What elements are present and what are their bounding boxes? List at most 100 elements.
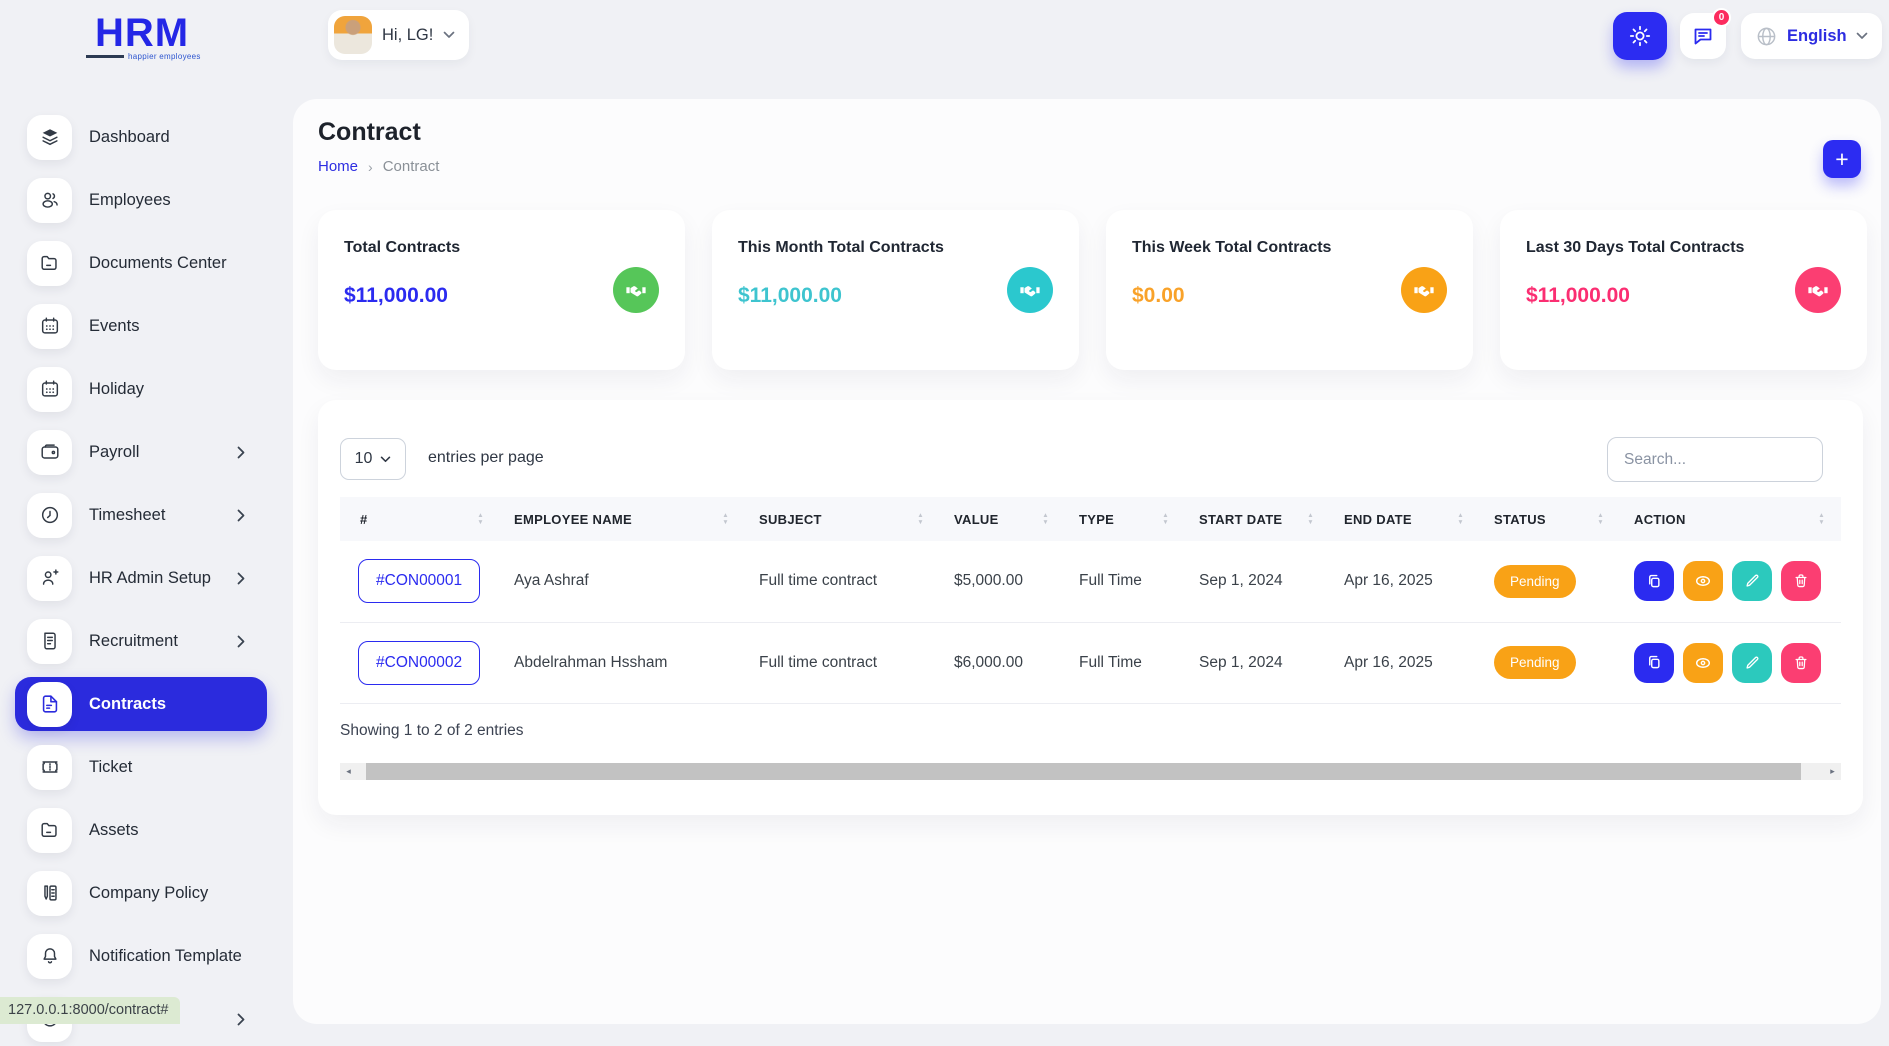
edit-button[interactable] <box>1732 561 1772 601</box>
ticket-icon <box>27 745 72 790</box>
sidebar-item-ticket[interactable]: Ticket <box>15 740 267 794</box>
person-plus-icon <box>27 556 72 601</box>
copy-button[interactable] <box>1634 561 1674 601</box>
sort-icon: ▲▼ <box>1162 513 1169 526</box>
sidebar-item-label: Documents Center <box>89 254 227 273</box>
end-date-cell: Apr 16, 2025 <box>1330 622 1480 703</box>
start-date-cell: Sep 1, 2024 <box>1185 622 1330 703</box>
calendar-icon <box>27 367 72 412</box>
delete-button[interactable] <box>1781 643 1821 683</box>
breadcrumb-current: Contract <box>383 158 440 175</box>
status-badge: Pending <box>1494 646 1576 679</box>
sidebar-item-timesheet[interactable]: Timesheet <box>15 488 267 542</box>
stat-card-total-contracts: Total Contracts $11,000.00 <box>318 210 685 370</box>
language-selector[interactable]: English <box>1741 13 1882 59</box>
table-header-row: #▲▼ EMPLOYEE NAME▲▼ SUBJECT▲▼ VALUE▲▼ TY… <box>340 497 1841 541</box>
breadcrumb-separator: › <box>368 159 373 175</box>
table-row: #CON00001 Aya Ashraf Full time contract … <box>340 541 1841 622</box>
layers-icon <box>27 115 72 160</box>
sidebar-item-contracts[interactable]: Contracts <box>15 677 267 731</box>
sidebar-item-label: Company Policy <box>89 884 208 903</box>
search-input[interactable] <box>1607 437 1823 482</box>
sort-icon: ▲▼ <box>1307 513 1314 526</box>
messages-button[interactable]: 0 <box>1680 13 1726 59</box>
sidebar-item-payroll[interactable]: Payroll <box>15 425 267 479</box>
scrollbar-thumb[interactable] <box>366 763 1801 780</box>
sidebar-item-recruitment[interactable]: Recruitment <box>15 614 267 668</box>
sidebar-item-label: Events <box>89 317 139 336</box>
table-row: #CON00002 Abdelrahman Hssham Full time c… <box>340 622 1841 703</box>
column-header-action[interactable]: ACTION▲▼ <box>1620 497 1841 541</box>
stat-label: This Week Total Contracts <box>1132 237 1362 258</box>
contract-id-button[interactable]: #CON00002 <box>358 641 480 685</box>
scroll-right-arrow-icon[interactable]: ▸ <box>1824 763 1841 780</box>
type-cell: Full Time <box>1065 541 1185 622</box>
settings-button[interactable] <box>1613 12 1667 60</box>
wallet-icon <box>27 430 72 475</box>
chevron-right-icon <box>237 572 267 585</box>
sidebar-item-label: Ticket <box>89 758 132 777</box>
sidebar-item-label: Contracts <box>89 695 166 714</box>
globe-icon <box>1755 25 1778 48</box>
view-button[interactable] <box>1683 561 1723 601</box>
bell-icon <box>27 934 72 979</box>
stat-value: $0.00 <box>1132 284 1447 308</box>
subject-cell: Full time contract <box>745 622 940 703</box>
page-size-value: 10 <box>355 450 373 468</box>
column-header-type[interactable]: TYPE▲▼ <box>1065 497 1185 541</box>
breadcrumb-home-link[interactable]: Home <box>318 158 358 175</box>
column-header-value[interactable]: VALUE▲▼ <box>940 497 1065 541</box>
end-date-cell: Apr 16, 2025 <box>1330 541 1480 622</box>
stat-value: $11,000.00 <box>344 284 659 308</box>
sort-icon: ▲▼ <box>917 513 924 526</box>
sidebar-item-label: Dashboard <box>89 128 170 147</box>
scroll-left-arrow-icon[interactable]: ◂ <box>340 763 357 780</box>
value-cell: $5,000.00 <box>940 541 1065 622</box>
sort-icon: ▲▼ <box>477 513 484 526</box>
sidebar-nav: Dashboard Employees Documents Center Eve… <box>0 110 285 1046</box>
edit-button[interactable] <box>1732 643 1772 683</box>
sidebar-item-label: Holiday <box>89 380 144 399</box>
sidebar-item-assets[interactable]: Assets <box>15 803 267 857</box>
sidebar-item-holiday[interactable]: Holiday <box>15 362 267 416</box>
sidebar-item-dashboard[interactable]: Dashboard <box>15 110 267 164</box>
add-contract-button[interactable]: + <box>1823 140 1861 178</box>
brand-tagline: happier employees <box>128 52 201 61</box>
sidebar-item-hr-admin-setup[interactable]: HR Admin Setup <box>15 551 267 605</box>
view-button[interactable] <box>1683 643 1723 683</box>
handshake-icon <box>1795 267 1841 313</box>
column-header-id[interactable]: #▲▼ <box>340 497 500 541</box>
contract-id-button[interactable]: #CON00001 <box>358 559 480 603</box>
sidebar-item-label: Recruitment <box>89 632 178 651</box>
chevron-down-icon <box>380 456 391 463</box>
sidebar-item-events[interactable]: Events <box>15 299 267 353</box>
sidebar-item-employees[interactable]: Employees <box>15 173 267 227</box>
policy-icon <box>27 871 72 916</box>
column-header-status[interactable]: STATUS▲▼ <box>1480 497 1620 541</box>
sidebar-item-label: Notification Template <box>89 947 242 966</box>
sidebar-item-label: Payroll <box>89 443 139 462</box>
sidebar-item-notification-template[interactable]: Notification Template <box>15 929 267 983</box>
handshake-icon <box>1007 267 1053 313</box>
avatar <box>334 16 372 54</box>
table-summary: Showing 1 to 2 of 2 entries <box>340 722 524 740</box>
sidebar-item-documents-center[interactable]: Documents Center <box>15 236 267 290</box>
copy-button[interactable] <box>1634 643 1674 683</box>
contracts-table: #▲▼ EMPLOYEE NAME▲▼ SUBJECT▲▼ VALUE▲▼ TY… <box>340 497 1841 704</box>
user-menu[interactable]: Hi, LG! <box>328 10 469 60</box>
greeting-text: Hi, LG! <box>382 26 433 45</box>
scroll-icon <box>27 619 72 664</box>
horizontal-scrollbar[interactable]: ◂ ▸ <box>340 763 1841 780</box>
sort-icon: ▲▼ <box>1597 513 1604 526</box>
gear-icon <box>1628 24 1652 48</box>
column-header-end-date[interactable]: END DATE▲▼ <box>1330 497 1480 541</box>
sidebar-item-company-policy[interactable]: Company Policy <box>15 866 267 920</box>
page-size-select[interactable]: 10 <box>340 438 406 480</box>
sidebar: HRM happier employees Dashboard Employee… <box>0 0 285 1024</box>
employee-name-cell: Aya Ashraf <box>500 541 745 622</box>
column-header-subject[interactable]: SUBJECT▲▼ <box>745 497 940 541</box>
column-header-start-date[interactable]: START DATE▲▼ <box>1185 497 1330 541</box>
column-header-employee-name[interactable]: EMPLOYEE NAME▲▼ <box>500 497 745 541</box>
delete-button[interactable] <box>1781 561 1821 601</box>
breadcrumb: Home › Contract <box>318 158 439 175</box>
